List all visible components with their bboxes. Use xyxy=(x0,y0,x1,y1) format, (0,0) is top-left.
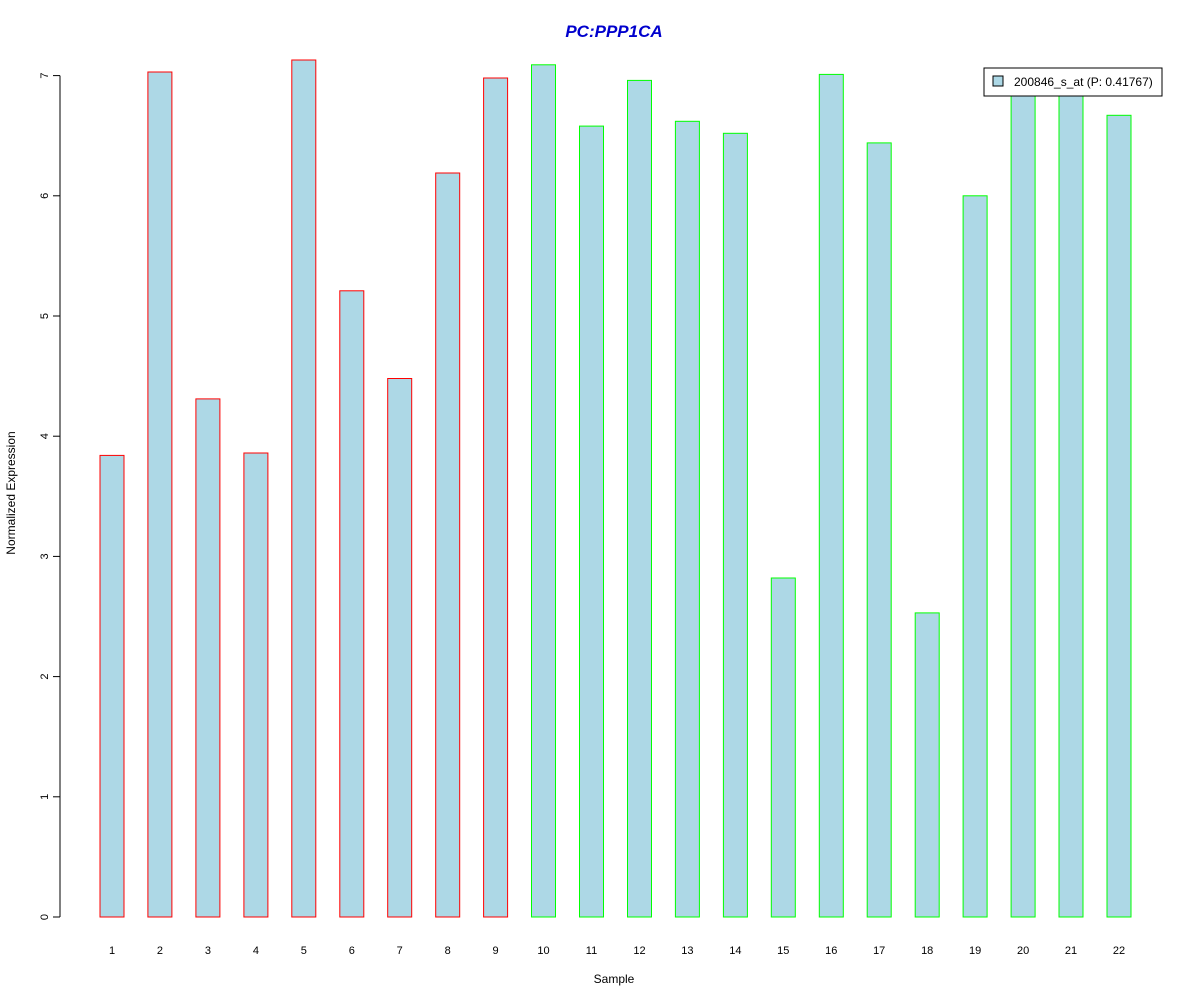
x-axis-tick-label: 8 xyxy=(445,945,451,957)
x-axis-tick-label: 20 xyxy=(1017,945,1029,957)
bar-sample-2 xyxy=(147,71,173,918)
x-axis-tick-label: 17 xyxy=(873,945,885,957)
x-axis-tick-label: 22 xyxy=(1113,945,1125,957)
bar-sample-14 xyxy=(722,132,748,918)
x-axis-tick-label: 4 xyxy=(253,945,259,957)
x-axis-tick-label: 16 xyxy=(825,945,837,957)
bar-sample-21 xyxy=(1058,87,1084,918)
y-axis-tick-label: 5 xyxy=(39,313,51,319)
x-axis-tick-label: 12 xyxy=(633,945,645,957)
bar-sample-20 xyxy=(1010,87,1036,918)
bar-sample-11 xyxy=(579,125,604,918)
x-axis-tick-label: 7 xyxy=(397,945,403,957)
x-axis-tick-label: 10 xyxy=(537,945,549,957)
y-axis-tick-label: 0 xyxy=(39,914,51,920)
bar-sample-10 xyxy=(531,64,556,918)
y-axis-label: Normalized Expression xyxy=(4,431,18,554)
bar-sample-18 xyxy=(914,612,940,918)
x-axis-tick-labels: 1 2 3 4 5 6 7 8 9 10 11 12 13 14 15 16 17 18 19 20 21 22 xyxy=(109,945,1125,957)
x-axis-tick-label: 6 xyxy=(349,945,355,957)
chart-title: PC:PPP1CA xyxy=(565,22,662,41)
bar-sample-1 xyxy=(99,454,125,918)
bars xyxy=(99,59,1132,918)
x-axis-tick-label: 5 xyxy=(301,945,307,957)
x-axis-tick-label: 14 xyxy=(729,945,741,957)
legend-swatch xyxy=(992,75,1004,87)
x-axis-tick-label: 11 xyxy=(586,945,597,957)
bar-sample-13 xyxy=(674,120,700,918)
y-axis-tick-label: 6 xyxy=(39,193,51,199)
bar-sample-16 xyxy=(818,73,844,918)
bar-sample-6 xyxy=(339,290,365,918)
y-axis: 0 1 2 3 4 5 6 7 xyxy=(39,73,61,920)
x-axis-tick-label: 21 xyxy=(1065,945,1077,957)
y-axis-tick-label: 3 xyxy=(39,553,51,559)
bar-sample-7 xyxy=(387,378,413,918)
x-axis-label: Sample xyxy=(594,972,635,986)
bar-sample-19 xyxy=(962,195,988,918)
x-axis-tick-label: 18 xyxy=(921,945,933,957)
x-axis-tick-label: 15 xyxy=(777,945,789,957)
y-axis-tick-label: 4 xyxy=(39,433,51,439)
y-axis-tick-label: 7 xyxy=(39,73,51,79)
bar-sample-3 xyxy=(195,398,221,918)
legend: 200846_s_at (P: 0.41767) xyxy=(983,67,1163,97)
bar-sample-4 xyxy=(243,452,269,918)
y-axis-tick-label: 2 xyxy=(39,674,51,680)
x-axis-tick-label: 3 xyxy=(205,945,211,957)
legend-series-label: 200846_s_at (P: 0.41767) xyxy=(1014,75,1153,89)
bar-sample-15 xyxy=(770,577,796,918)
legend-box xyxy=(983,67,1163,97)
bar-sample-9 xyxy=(483,77,509,918)
bar-sample-22 xyxy=(1106,114,1132,918)
bar-sample-17 xyxy=(866,142,892,918)
y-axis-tick-label: 1 xyxy=(39,794,51,800)
x-axis-tick-label: 1 xyxy=(109,945,115,957)
bar-sample-12 xyxy=(627,79,652,918)
x-axis-tick-label: 2 xyxy=(157,945,163,957)
bar-sample-8 xyxy=(435,172,461,918)
x-axis-tick-label: 19 xyxy=(969,945,981,957)
bar-sample-5 xyxy=(291,59,317,918)
x-axis-tick-label: 9 xyxy=(493,945,499,957)
x-axis-tick-label: 13 xyxy=(681,945,693,957)
